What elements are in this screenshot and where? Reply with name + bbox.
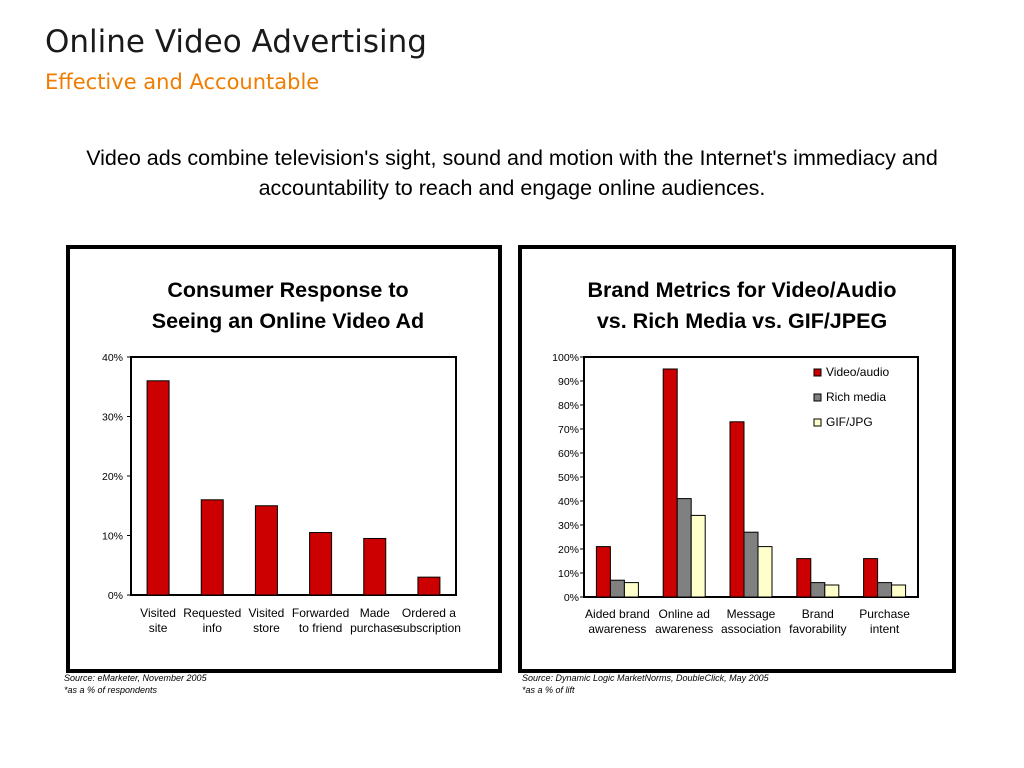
bar xyxy=(824,584,840,598)
category-label: subscription xyxy=(397,621,461,635)
bar xyxy=(146,380,170,596)
category-label: awareness xyxy=(655,622,713,636)
chart-title-line: Consumer Response to xyxy=(167,278,408,302)
y-tick-label: 0% xyxy=(108,590,123,602)
y-tick-label: 20% xyxy=(558,544,579,556)
source-text: Source: Dynamic Logic MarketNorms, Doubl… xyxy=(522,673,769,683)
footnote-text: *as a % of lift xyxy=(522,685,575,695)
y-tick-label: 10% xyxy=(102,531,123,543)
source-note-right: Source: Dynamic Logic MarketNorms, Doubl… xyxy=(522,672,769,696)
category-label: purchase xyxy=(350,621,400,635)
category-label: association xyxy=(721,622,781,636)
bar xyxy=(863,558,879,598)
bar xyxy=(417,576,441,596)
bar xyxy=(676,498,692,598)
category-label: Purchase xyxy=(859,607,910,621)
bar xyxy=(363,537,387,596)
category-label: info xyxy=(203,621,223,635)
category-label: Visited xyxy=(140,606,176,620)
legend-swatch xyxy=(813,368,822,377)
bar xyxy=(609,579,625,598)
consumer-response-chart-panel: Consumer Response to Seeing an Online Vid… xyxy=(66,245,502,673)
category-label: store xyxy=(253,621,280,635)
slide-title: Online Video Advertising xyxy=(45,24,427,60)
bar xyxy=(595,546,611,598)
y-tick-label: 50% xyxy=(558,472,579,484)
category-label: Made xyxy=(360,606,390,620)
intro-text: Video ads combine television's sight, so… xyxy=(86,146,938,200)
category-label: Aided brand xyxy=(585,607,650,621)
bar xyxy=(810,582,826,598)
bar xyxy=(200,499,224,596)
bar xyxy=(690,514,706,598)
category-label: Requested xyxy=(183,606,241,620)
plot-area xyxy=(130,356,457,596)
chart-title-line: Brand Metrics for Video/Audio xyxy=(588,278,897,302)
bar xyxy=(757,546,773,598)
y-tick-label: 30% xyxy=(558,520,579,532)
chart-title-line: vs. Rich Media vs. GIF/JPEG xyxy=(597,309,887,333)
category-label: intent xyxy=(870,622,900,636)
footnote-text: *as a % of respondents xyxy=(64,685,158,695)
slide-subtitle: Effective and Accountable xyxy=(45,70,320,94)
legend-swatch xyxy=(813,393,822,402)
category-label: Online ad xyxy=(659,607,710,621)
y-tick-label: 70% xyxy=(558,424,579,436)
bar xyxy=(891,584,907,598)
y-tick-label: 80% xyxy=(558,400,579,412)
bar xyxy=(877,582,893,598)
bar xyxy=(796,558,812,598)
source-note-left: Source: eMarketer, November 2005 *as a %… xyxy=(64,672,207,696)
y-tick-label: 90% xyxy=(558,376,579,388)
category-label: site xyxy=(149,621,168,635)
source-text: Source: eMarketer, November 2005 xyxy=(64,673,207,683)
legend-label: Video/audio xyxy=(826,365,889,379)
category-label: Ordered a xyxy=(402,606,456,620)
y-tick-label: 30% xyxy=(102,412,123,424)
y-tick-label: 40% xyxy=(102,352,123,364)
category-label: favorability xyxy=(789,622,846,636)
bar xyxy=(623,582,639,598)
brand-metrics-chart: Brand Metrics for Video/Audio vs. Rich Me… xyxy=(552,278,919,636)
y-tick-label: 100% xyxy=(552,352,579,364)
y-tick-label: 20% xyxy=(102,471,123,483)
consumer-response-chart: Consumer Response to Seeing an Online Vid… xyxy=(102,278,461,635)
y-tick-label: 10% xyxy=(558,568,579,580)
bar xyxy=(254,505,278,596)
category-label: Forwarded xyxy=(292,606,349,620)
category-label: Visited xyxy=(249,606,285,620)
y-tick-label: 40% xyxy=(558,496,579,508)
category-label: Message xyxy=(727,607,776,621)
bar xyxy=(729,421,745,598)
bar xyxy=(309,532,333,596)
legend-label: GIF/JPG xyxy=(826,415,873,429)
legend-swatch xyxy=(813,418,822,427)
chart-title-line: Seeing an Online Video Ad xyxy=(152,309,424,333)
y-tick-label: 0% xyxy=(564,592,579,604)
category-label: to friend xyxy=(299,621,342,635)
category-label: awareness xyxy=(588,622,646,636)
y-tick-label: 60% xyxy=(558,448,579,460)
bar xyxy=(743,531,759,598)
legend-label: Rich media xyxy=(826,390,886,404)
brand-metrics-chart-panel: Brand Metrics for Video/Audio vs. Rich Me… xyxy=(518,245,956,673)
bar xyxy=(662,368,678,598)
category-label: Brand xyxy=(802,607,834,621)
